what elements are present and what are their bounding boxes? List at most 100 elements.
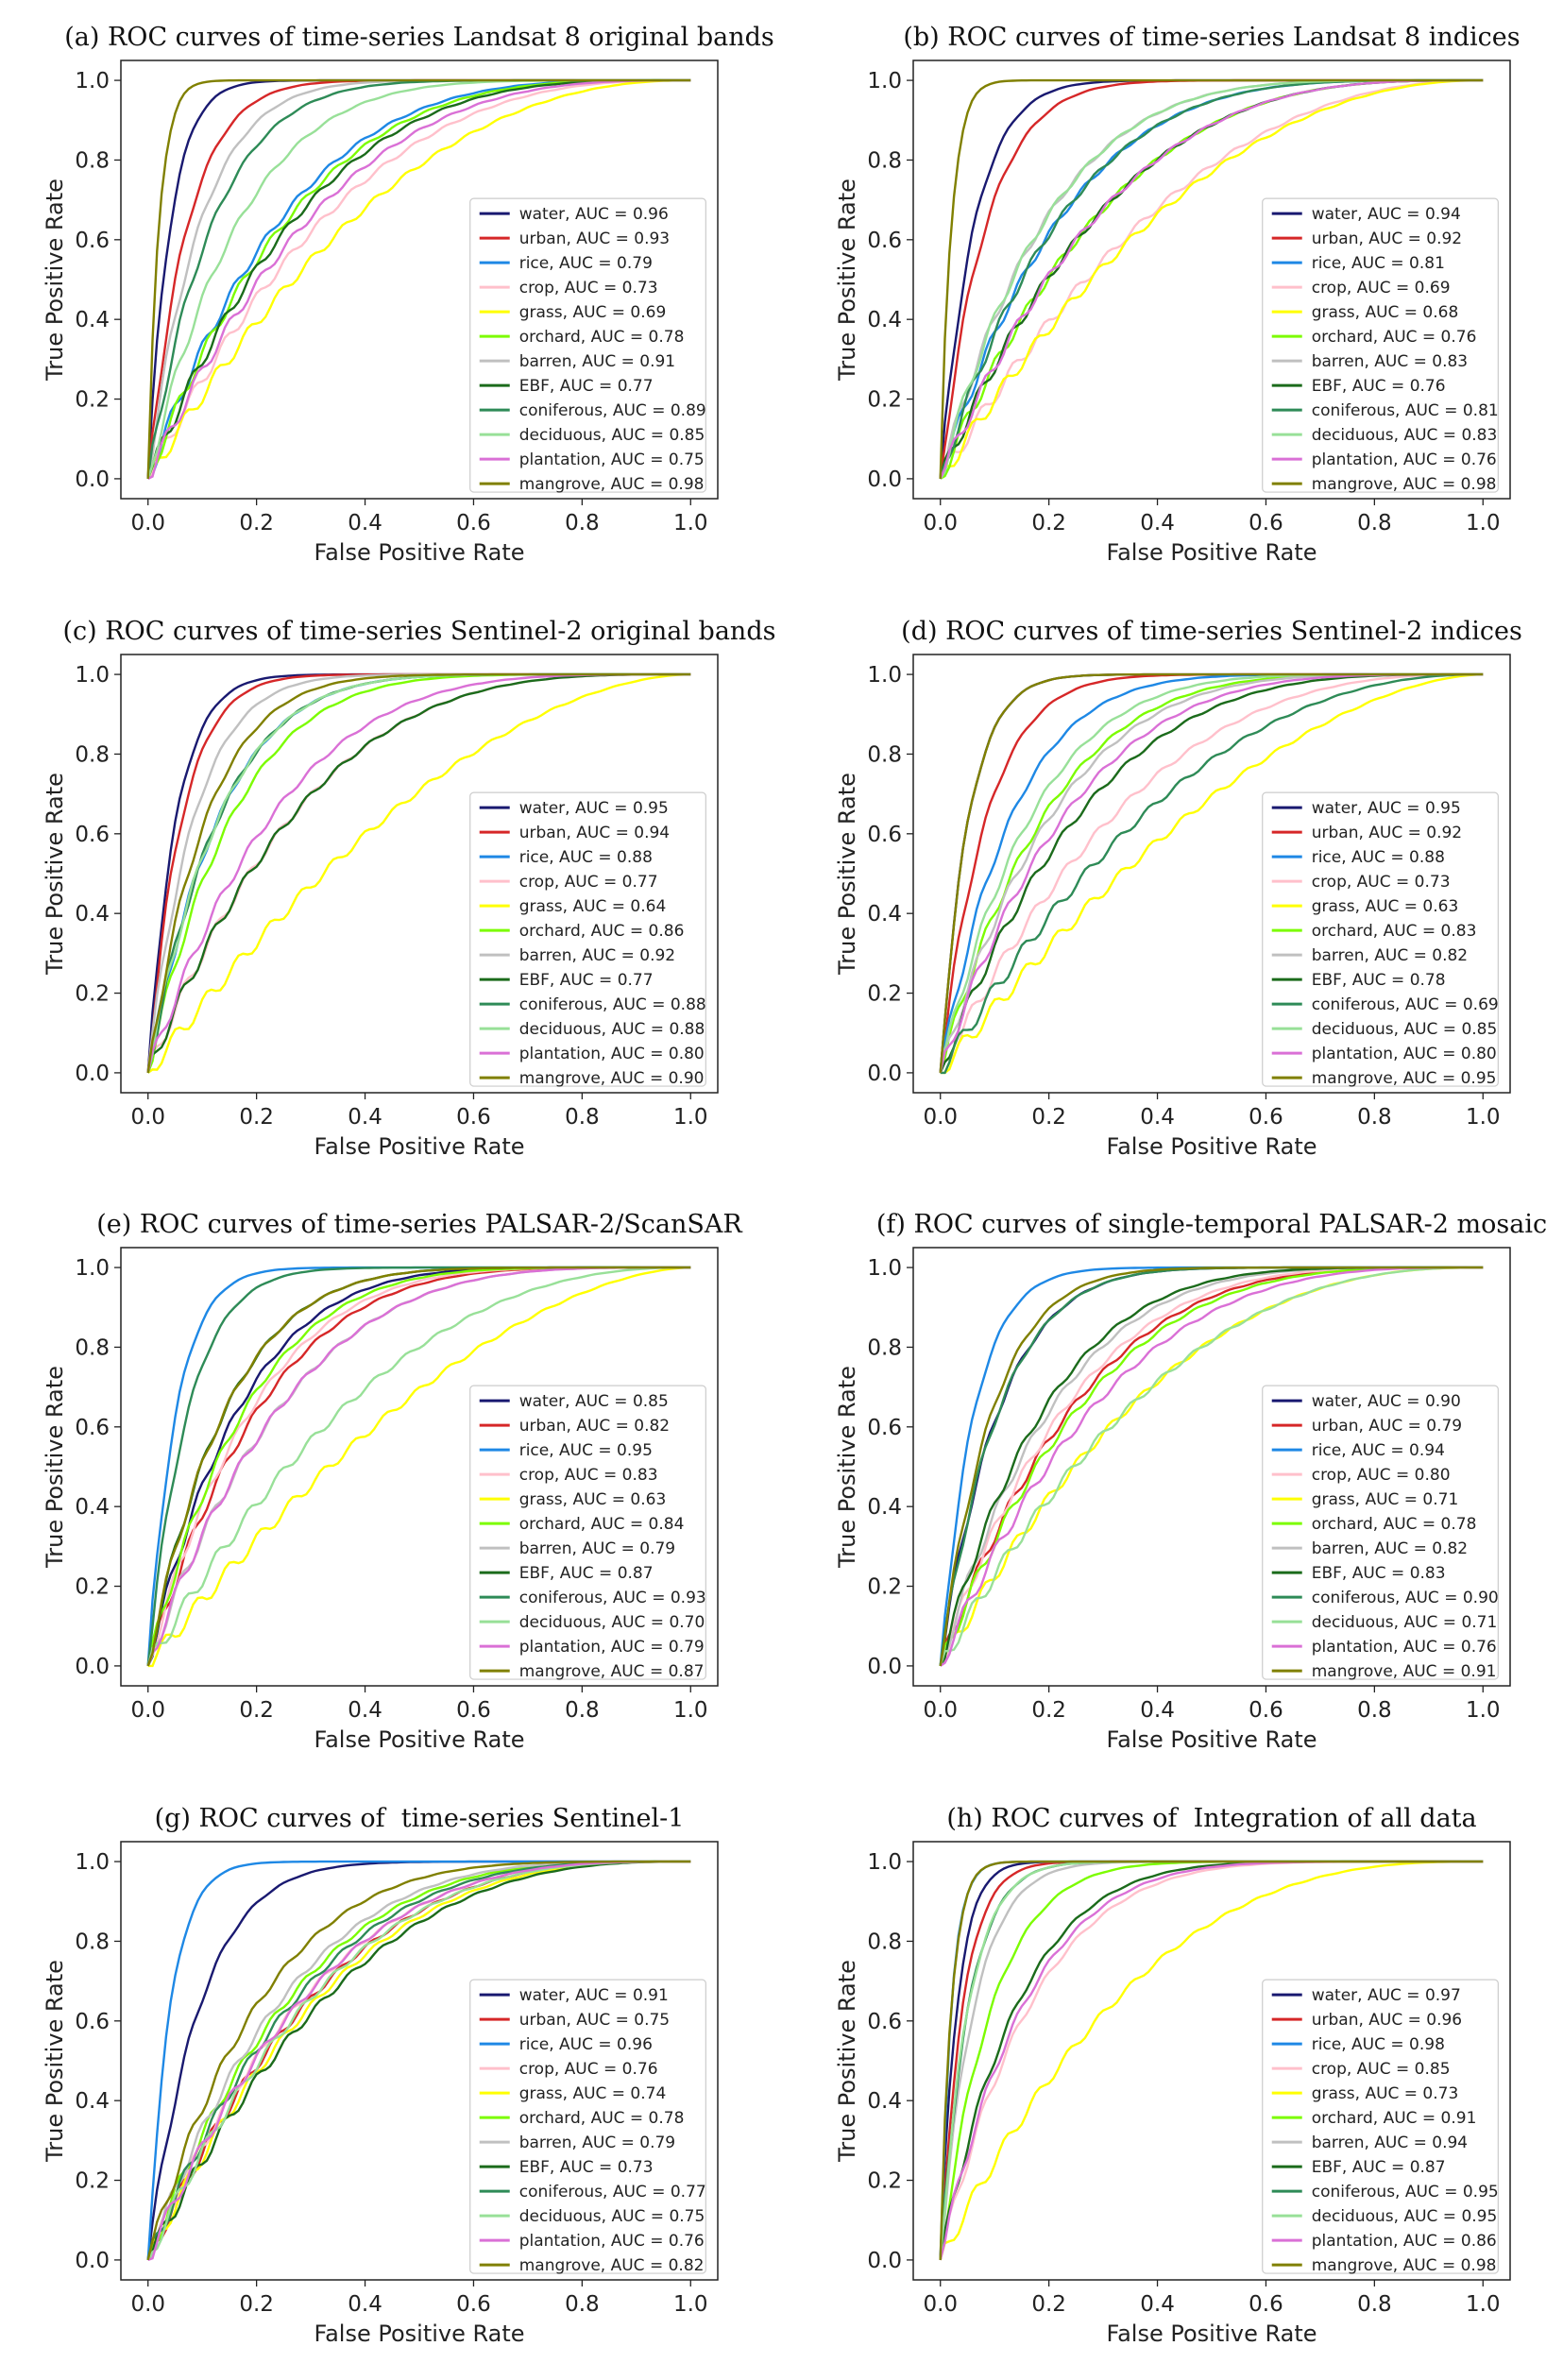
- x-tick-label: 0.8: [565, 511, 600, 536]
- y-tick-label: 0.2: [75, 2169, 110, 2194]
- roc-curve-crop: [939, 78, 1484, 480]
- axes-frame: [912, 60, 1511, 500]
- legend-label-EBF: EBF, AUC = 0.77: [519, 971, 654, 990]
- y-tick-label: 0.0: [867, 468, 902, 492]
- y-tick-label: 0.6: [75, 229, 110, 253]
- x-tick-label: 0.6: [1249, 511, 1283, 536]
- legend-label-barren: barren, AUC = 0.92: [519, 946, 675, 965]
- legend-label-crop: crop, AUC = 0.73: [1312, 873, 1451, 892]
- x-tick-label: 0.4: [1140, 511, 1175, 536]
- legend-box: [1262, 1385, 1499, 1680]
- y-tick-label: 0.6: [75, 1416, 110, 1440]
- x-tick-label: 0.2: [1031, 511, 1066, 536]
- x-tick-label: 0.8: [565, 2292, 600, 2317]
- y-tick-label: 0.8: [867, 148, 902, 173]
- y-axis-label: True Positive Rate: [42, 1960, 68, 2163]
- y-tick-label: 0.4: [867, 1495, 902, 1520]
- roc-curve-plantation: [939, 78, 1484, 480]
- legend-label-deciduous: deciduous, AUC = 0.88: [519, 1020, 705, 1039]
- legend-label-grass: grass, AUC = 0.74: [519, 2084, 667, 2103]
- panel-title: (b) ROC curves of time-series Landsat 8 …: [903, 23, 1520, 52]
- axes-frame: [120, 654, 719, 1094]
- legend: water, AUC = 0.85 urban, AUC = 0.82 rice, …: [469, 1385, 706, 1681]
- y-tick-label: 0.2: [867, 388, 902, 413]
- y-tick-label: 1.0: [867, 663, 902, 688]
- legend-label-plantation: plantation, AUC = 0.86: [1312, 2232, 1497, 2251]
- legend-label-barren: barren, AUC = 0.79: [519, 1539, 675, 1558]
- legend-label-plantation: plantation, AUC = 0.75: [519, 450, 705, 469]
- x-tick-label: 0.4: [1140, 1698, 1175, 1723]
- roc-curve-grass: [939, 1860, 1484, 2261]
- panel-title: (h) ROC curves of Integration of all dat…: [946, 1804, 1476, 1833]
- legend-label-rice: rice, AUC = 0.88: [519, 848, 653, 867]
- legend-label-deciduous: deciduous, AUC = 0.75: [519, 2207, 705, 2226]
- roc-curve-plantation: [940, 1266, 1484, 1667]
- legend-label-orchard: orchard, AUC = 0.91: [1312, 2109, 1477, 2128]
- x-tick-label: 0.4: [1140, 1105, 1175, 1130]
- roc-panel-1: (b) ROC curves of time-series Landsat 8 …: [834, 23, 1521, 566]
- x-tick-label: 0.8: [565, 1105, 600, 1130]
- legend-label-water: water, AUC = 0.91: [519, 1986, 669, 2005]
- roc-curve-mangrove: [146, 1266, 691, 1667]
- y-tick-label: 0.0: [75, 1655, 110, 1679]
- legend: water, AUC = 0.91 urban, AUC = 0.75 rice, …: [469, 1979, 706, 2275]
- roc-curve-plantation: [147, 78, 691, 480]
- roc-panel-2: (c) ROC curves of time-series Sentinel-2…: [42, 617, 775, 1160]
- legend-label-orchard: orchard, AUC = 0.78: [1312, 1515, 1477, 1534]
- x-tick-label: 1.0: [673, 511, 708, 536]
- legend-label-barren: barren, AUC = 0.82: [1312, 1539, 1468, 1558]
- legend-label-water: water, AUC = 0.95: [519, 799, 669, 818]
- legend-label-grass: grass, AUC = 0.73: [1312, 2084, 1459, 2103]
- y-tick-label: 0.8: [75, 1930, 110, 1954]
- y-tick-label: 0.8: [75, 1335, 110, 1360]
- legend-label-crop: crop, AUC = 0.77: [519, 873, 658, 892]
- x-tick-label: 1.0: [1466, 2292, 1501, 2317]
- axes-frame: [120, 60, 719, 500]
- legend-label-mangrove: mangrove, AUC = 0.98: [519, 475, 705, 494]
- legend-box: [1262, 1979, 1499, 2274]
- y-tick-label: 0.2: [75, 1575, 110, 1600]
- legend-label-water: water, AUC = 0.97: [1312, 1986, 1461, 2005]
- y-tick-label: 0.2: [75, 982, 110, 1007]
- legend-box: [1262, 197, 1499, 493]
- roc-curve-grass: [939, 78, 1484, 480]
- legend-label-mangrove: mangrove, AUC = 0.90: [519, 1069, 705, 1088]
- legend-label-barren: barren, AUC = 0.79: [519, 2134, 675, 2152]
- x-tick-label: 0.2: [239, 1105, 274, 1130]
- y-axis-label: True Positive Rate: [834, 178, 860, 382]
- legend-label-mangrove: mangrove, AUC = 0.95: [1312, 1069, 1497, 1088]
- x-axis-label: False Positive Rate: [1106, 1726, 1317, 1753]
- legend-label-deciduous: deciduous, AUC = 0.71: [1312, 1613, 1498, 1632]
- x-axis-label: False Positive Rate: [1106, 1133, 1317, 1160]
- y-axis-label: True Positive Rate: [834, 1366, 860, 1569]
- legend: water, AUC = 0.90 urban, AUC = 0.79 rice, …: [1262, 1385, 1499, 1681]
- legend-label-EBF: EBF, AUC = 0.78: [1312, 971, 1446, 990]
- y-tick-label: 0.2: [867, 1575, 902, 1600]
- legend-label-deciduous: deciduous, AUC = 0.70: [519, 1613, 705, 1632]
- x-tick-label: 0.6: [1249, 1698, 1283, 1723]
- legend-label-crop: crop, AUC = 0.80: [1312, 1466, 1451, 1485]
- y-tick-label: 0.8: [75, 742, 110, 767]
- legend-label-rice: rice, AUC = 0.96: [519, 2035, 653, 2054]
- roc-curve-plantation: [147, 1860, 691, 2262]
- y-axis-label: True Positive Rate: [42, 773, 68, 976]
- x-tick-label: 0.6: [1249, 1105, 1283, 1130]
- x-tick-label: 1.0: [673, 1105, 708, 1130]
- legend-label-mangrove: mangrove, AUC = 0.98: [1312, 475, 1497, 494]
- x-axis-label: False Positive Rate: [314, 2320, 524, 2347]
- legend-label-deciduous: deciduous, AUC = 0.95: [1312, 2207, 1498, 2226]
- y-tick-label: 0.0: [75, 2249, 110, 2273]
- x-tick-label: 0.0: [130, 1105, 165, 1130]
- y-tick-label: 1.0: [867, 69, 902, 94]
- roc-curve-crop: [146, 78, 691, 480]
- legend-label-plantation: plantation, AUC = 0.76: [519, 2232, 705, 2251]
- legend: water, AUC = 0.96 urban, AUC = 0.93 rice, …: [469, 197, 706, 494]
- y-tick-label: 0.6: [867, 2010, 902, 2034]
- legend-label-barren: barren, AUC = 0.82: [1312, 946, 1468, 965]
- legend-label-grass: grass, AUC = 0.64: [519, 897, 667, 916]
- legend-label-orchard: orchard, AUC = 0.78: [519, 2109, 685, 2128]
- roc-curve-mangrove: [146, 1860, 691, 2261]
- legend-label-crop: crop, AUC = 0.76: [519, 2060, 658, 2079]
- y-tick-label: 0.6: [867, 1416, 902, 1440]
- legend-box: [469, 197, 706, 493]
